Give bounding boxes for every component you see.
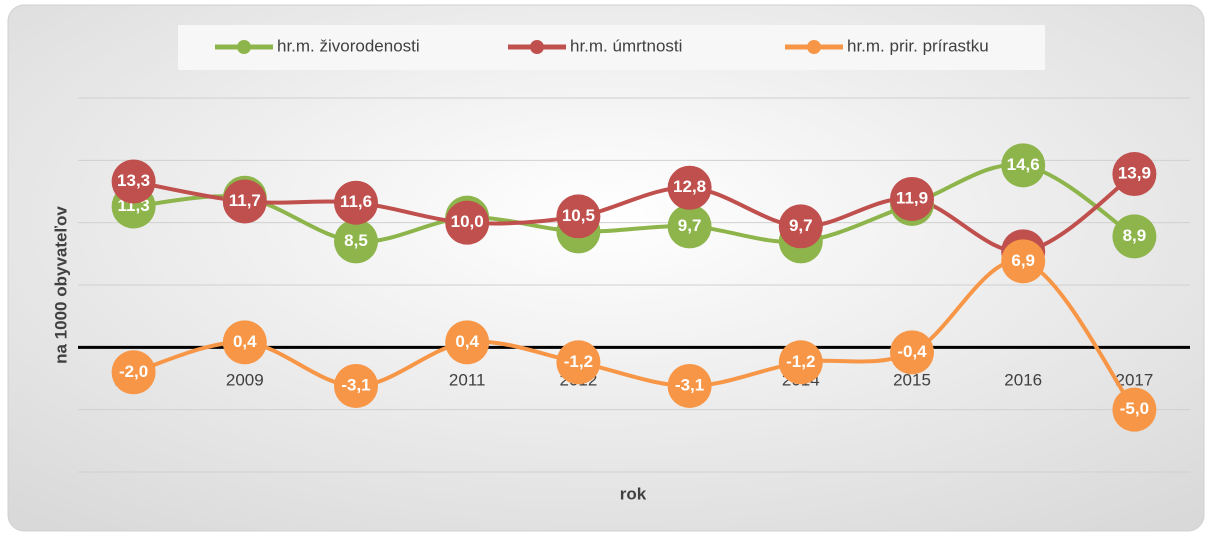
y-axis-label: na 1000 obyvateľov — [51, 206, 70, 364]
point-marker — [667, 204, 712, 249]
data-label: 10,0 — [451, 212, 484, 231]
x-tick-label: 2009 — [226, 370, 264, 389]
point-marker — [445, 200, 490, 245]
point-marker — [890, 176, 934, 221]
data-label: 13,9 — [1118, 164, 1151, 183]
legend-label: hr.m. živorodenosti — [277, 36, 420, 55]
series-line — [133, 172, 1136, 254]
point-marker — [1112, 152, 1157, 197]
point-marker — [1112, 387, 1157, 432]
x-tick-label: 2017 — [1115, 370, 1153, 389]
legend-marker — [807, 40, 821, 54]
point-marker — [222, 320, 267, 365]
data-label: -0,4 — [897, 342, 927, 361]
x-axis-label: rok — [620, 484, 647, 503]
point-marker — [222, 179, 267, 224]
data-label: 0,4 — [233, 332, 257, 351]
legend-box — [178, 25, 1045, 70]
point-marker — [334, 180, 378, 225]
point-marker — [778, 204, 823, 249]
series-line — [133, 162, 1136, 244]
legend-label: hr.m. úmrtnosti — [570, 36, 682, 55]
point-marker — [111, 159, 156, 204]
point-marker — [1112, 214, 1157, 259]
point-marker — [556, 340, 601, 385]
legend-marker — [530, 40, 544, 54]
data-label: 11,9 — [896, 188, 928, 207]
point-marker — [890, 330, 934, 375]
legend-label: hr.m. prir. prírastku — [847, 36, 989, 55]
data-label: 8,9 — [1123, 226, 1147, 245]
data-label: -3,1 — [341, 375, 370, 394]
data-label: 13,3 — [117, 171, 150, 190]
data-label: 11,7 — [229, 191, 261, 210]
data-label: 9,7 — [678, 216, 702, 235]
data-label: -3,1 — [675, 375, 704, 394]
data-label: 6,9 — [1011, 251, 1035, 270]
point-marker — [667, 363, 712, 408]
data-label: 10,5 — [562, 206, 595, 225]
data-label: 14,6 — [1007, 155, 1040, 174]
point-marker — [1001, 143, 1046, 188]
point-marker — [334, 363, 378, 408]
x-tick-label: 2011 — [449, 370, 486, 389]
point-marker — [556, 194, 601, 239]
data-label: -2,0 — [119, 362, 148, 381]
data-label: 11,6 — [340, 192, 372, 211]
x-tick-label: 2015 — [893, 370, 931, 389]
data-label: 8,5 — [344, 231, 368, 250]
data-label: 12,8 — [673, 177, 706, 196]
point-marker — [1001, 239, 1046, 284]
point-marker — [334, 219, 378, 264]
chart-panel — [7, 4, 1205, 532]
point-marker — [445, 320, 490, 365]
point-marker — [111, 350, 156, 395]
point-marker — [667, 165, 712, 210]
x-tick-label: 2016 — [1004, 370, 1042, 389]
data-label: -5,0 — [1120, 399, 1149, 418]
point-marker — [778, 340, 823, 385]
legend-marker — [237, 40, 251, 54]
data-label: 9,7 — [789, 216, 813, 235]
data-label: -1,2 — [564, 352, 593, 371]
data-label: -1,2 — [786, 352, 815, 371]
data-label: 0,4 — [455, 332, 479, 351]
series-line — [133, 258, 1137, 411]
